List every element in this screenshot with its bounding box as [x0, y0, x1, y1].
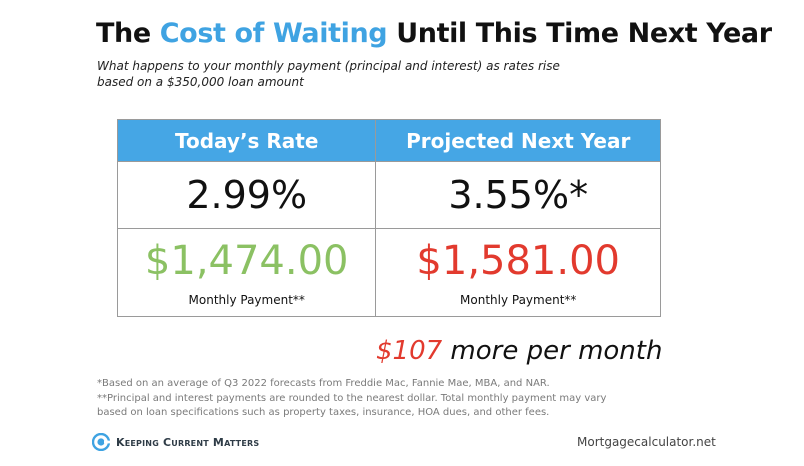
projected-payment-value: $1,581.00: [416, 238, 620, 284]
todays-payment-label: Monthly Payment**: [188, 293, 305, 307]
subtitle-line-2: based on a $350,000 loan amount: [97, 75, 304, 89]
title-prefix: The: [96, 18, 160, 49]
title-suffix: Until This Time Next Year: [387, 18, 772, 49]
projected-payment-cell: $1,581.00 Monthly Payment**: [375, 228, 661, 317]
projected-rate-value: 3.55%*: [375, 161, 661, 229]
payment-difference: $107 more per month: [376, 336, 662, 366]
todays-payment-value: $1,474.00: [144, 238, 349, 284]
projected-payment-label: Monthly Payment**: [460, 293, 577, 307]
subtitle: What happens to your monthly payment (pr…: [97, 58, 560, 90]
subtitle-line-1: What happens to your monthly payment (pr…: [97, 59, 560, 73]
todays-payment-cell: $1,474.00 Monthly Payment**: [116, 228, 377, 317]
footnote-2: **Principal and interest payments are ro…: [97, 392, 607, 404]
source-credit: Mortgagecalculator.net: [577, 435, 716, 449]
footnote-3: based on loan specifications such as pro…: [97, 407, 550, 418]
difference-text: more per month: [442, 336, 663, 366]
rate-comparison-table: Today’s Rate Projected Next Year 2.99% 3…: [116, 119, 661, 317]
brand-logo: Keeping Current Matters: [92, 433, 259, 451]
rate-row: 2.99% 3.55%*: [116, 161, 661, 229]
header-projected-next-year: Projected Next Year: [375, 119, 661, 162]
page-title: The Cost of Waiting Until This Time Next…: [96, 18, 772, 49]
title-highlight: Cost of Waiting: [159, 18, 388, 49]
table-header-row: Today’s Rate Projected Next Year: [116, 119, 661, 162]
kcm-logo-icon: [92, 433, 110, 451]
header-todays-rate: Today’s Rate: [116, 119, 377, 162]
todays-rate-value: 2.99%: [116, 161, 377, 229]
difference-amount: $107: [376, 336, 443, 366]
brand-name: Keeping Current Matters: [116, 435, 260, 449]
footnotes: *Based on an average of Q3 2022 forecast…: [97, 377, 606, 421]
payment-row: $1,474.00 Monthly Payment** $1,581.00 Mo…: [116, 228, 661, 317]
footnote-1: *Based on an average of Q3 2022 forecast…: [97, 378, 550, 389]
